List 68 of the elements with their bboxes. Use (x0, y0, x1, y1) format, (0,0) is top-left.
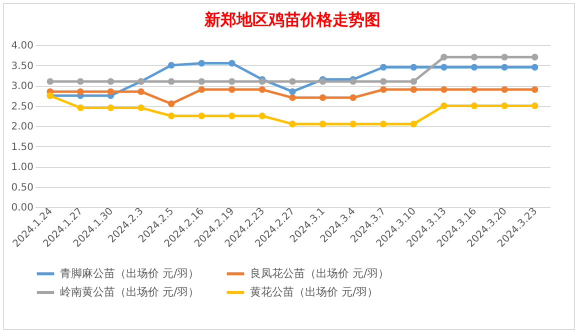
point (440, 86, 448, 93)
point (168, 62, 175, 69)
point (258, 86, 266, 93)
y-tick-label: 0.50 (11, 182, 34, 194)
point (350, 120, 356, 128)
point (470, 54, 478, 60)
point (289, 120, 296, 128)
point (107, 104, 114, 112)
point (168, 100, 175, 108)
point (198, 78, 205, 85)
legend-label: 黄花公苗（出场价 元/羽） (250, 286, 378, 298)
legend-label: 良凤花公苗（出场价 元/羽） (250, 266, 390, 280)
point (440, 54, 448, 60)
y-tick-label: 4.00 (11, 40, 34, 52)
point (107, 78, 114, 85)
point (289, 94, 296, 101)
point (258, 112, 266, 120)
point (168, 78, 175, 85)
point (501, 86, 508, 93)
point (289, 78, 296, 85)
point (228, 112, 236, 120)
point (470, 64, 478, 71)
legend-label: 岭南黄公苗（出场价 元/羽） (60, 286, 200, 298)
point (380, 86, 387, 93)
y-tick-label: 2.00 (11, 122, 34, 132)
point (380, 120, 387, 128)
point (319, 120, 326, 128)
legend-label: 青脚麻公苗（出场价 元/羽） (60, 266, 200, 280)
point (350, 94, 356, 101)
point (501, 64, 508, 71)
point (138, 104, 144, 112)
point (319, 94, 326, 101)
point (410, 86, 418, 93)
point (501, 54, 508, 60)
point (410, 64, 418, 71)
point (77, 88, 84, 95)
y-tick-label: 1.50 (11, 142, 34, 153)
point (289, 88, 296, 95)
point (532, 64, 538, 71)
y-tick-label: 3.50 (11, 60, 34, 72)
point (380, 64, 387, 71)
y-tick-label: 2.50 (11, 101, 34, 112)
point (198, 112, 205, 120)
point (168, 112, 175, 120)
y-tick-label: 1.00 (11, 162, 34, 173)
point (501, 102, 508, 110)
point (198, 60, 205, 67)
point (410, 120, 418, 128)
point (470, 86, 478, 93)
point (107, 88, 114, 95)
point (532, 54, 538, 60)
point (380, 78, 387, 85)
y-tick-label: 3.00 (11, 81, 34, 92)
point (138, 88, 144, 95)
chart-title: 新郑地区鸡苗价格走势图 (204, 10, 380, 29)
point (46, 78, 54, 85)
point (532, 86, 538, 93)
point (532, 102, 538, 110)
point (228, 78, 236, 85)
point (228, 60, 236, 67)
point (440, 64, 448, 71)
point (228, 86, 236, 93)
point (440, 102, 448, 110)
point (410, 78, 418, 85)
point (470, 102, 478, 110)
point (77, 104, 84, 112)
point (198, 86, 205, 93)
point (77, 78, 84, 85)
